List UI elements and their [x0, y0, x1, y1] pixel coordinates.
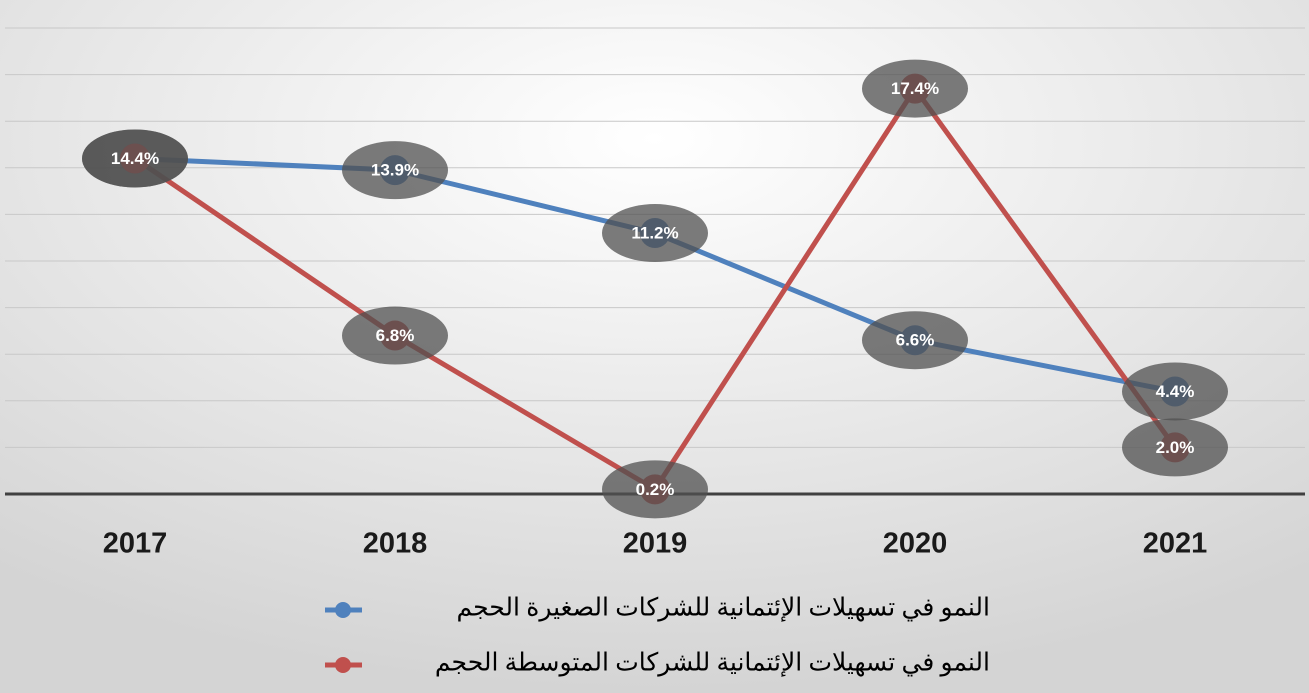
legend-label: النمو في تسهيلات الإئتمانية للشركات الصغ… — [457, 595, 990, 623]
label-bubble — [1122, 362, 1228, 421]
x-tick-label: 2020 — [883, 528, 948, 560]
label-bubble — [82, 129, 188, 188]
data-label: 14.4% — [111, 149, 159, 168]
label-bubble — [862, 59, 968, 118]
legend-marker — [335, 602, 351, 618]
label-bubble — [602, 204, 708, 263]
label-bubble — [342, 141, 448, 200]
data-label: 6.6% — [896, 331, 935, 350]
data-label: 2.0% — [1156, 438, 1195, 457]
x-tick-label: 2018 — [363, 528, 428, 560]
data-label: 11.2% — [631, 224, 678, 243]
data-label: 13.9% — [371, 161, 419, 180]
label-bubble — [862, 311, 968, 370]
label-bubble — [342, 306, 448, 365]
legend-label: النمو في تسهيلات الإئتمانية للشركات المت… — [435, 650, 990, 678]
legend-marker — [335, 657, 351, 673]
x-tick-label: 2021 — [1143, 528, 1208, 560]
x-tick-label: 2017 — [103, 528, 168, 560]
label-bubble — [602, 460, 708, 519]
data-label: 17.4% — [891, 79, 939, 98]
data-label: 6.8% — [376, 326, 415, 345]
x-tick-label: 2019 — [623, 528, 688, 560]
data-label: 0.2% — [636, 480, 675, 499]
data-label: 4.4% — [1156, 382, 1195, 401]
label-bubble — [1122, 418, 1228, 477]
